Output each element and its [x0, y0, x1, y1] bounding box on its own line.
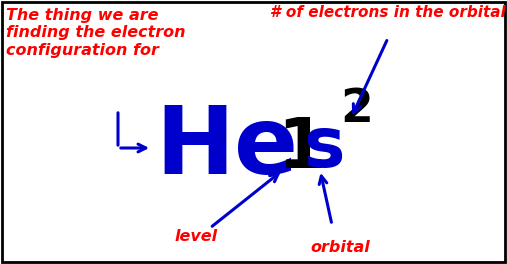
Text: 2: 2 [340, 87, 373, 133]
Text: 1: 1 [277, 115, 325, 182]
Text: orbital: orbital [310, 240, 370, 255]
Text: s: s [303, 115, 344, 182]
Text: He: He [155, 102, 298, 194]
Text: # of electrons in the orbital: # of electrons in the orbital [270, 5, 506, 20]
Text: The thing we are
finding the electron
configuration for: The thing we are finding the electron co… [6, 8, 186, 58]
Text: level: level [174, 229, 218, 244]
